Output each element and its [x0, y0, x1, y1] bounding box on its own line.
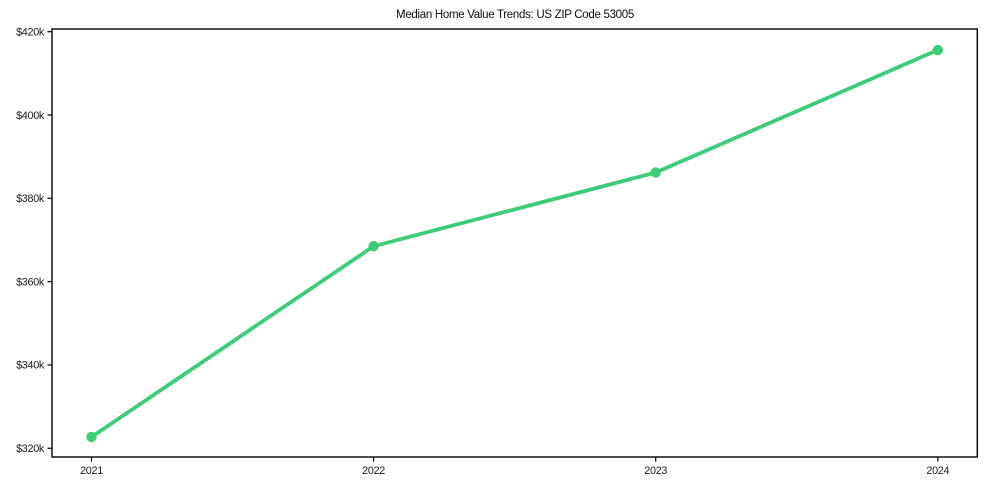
y-tick-label: $320k: [16, 443, 45, 455]
chart-title: Median Home Value Trends: US ZIP Code 53…: [396, 9, 634, 21]
y-tick-label: $380k: [16, 193, 45, 205]
data-point: [86, 431, 97, 443]
data-point: [650, 167, 661, 178]
x-tick-label: 2024: [926, 465, 949, 477]
trend-line: [89, 48, 940, 439]
data-point: [368, 241, 379, 252]
x-tick-label: 2021: [80, 465, 103, 477]
x-tick-label: 2022: [362, 465, 385, 477]
y-tick-label: $400k: [16, 110, 45, 122]
y-tick-label: $360k: [16, 276, 45, 288]
y-tick-label: $420k: [16, 27, 45, 39]
data-point: [932, 44, 944, 56]
y-tick-label: $340k: [16, 360, 45, 372]
x-tick-label: 2023: [644, 465, 667, 477]
